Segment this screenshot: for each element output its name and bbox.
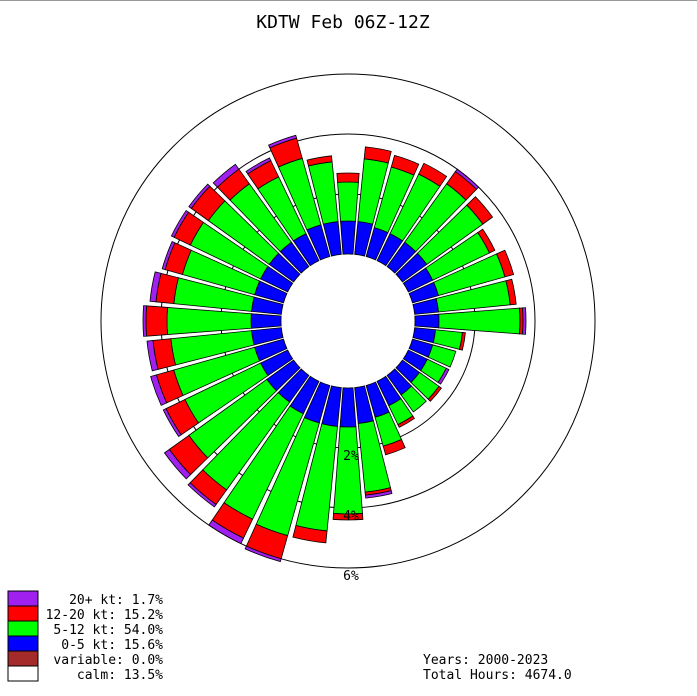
ring-label-6: 6% <box>343 569 359 584</box>
legend-label-5-12: 5-12 kt: 54.0% <box>53 623 163 638</box>
legend-label-20plus: 20+ kt: 1.7% <box>69 593 163 608</box>
legend-swatch-12-20 <box>7 605 39 622</box>
petal-0-12-20-kt <box>336 172 360 183</box>
ring-label-4: 4% <box>343 509 359 524</box>
petal-340-20-kt <box>268 134 298 149</box>
ring-6 <box>100 73 596 569</box>
petal-100-12-20-kt <box>458 331 466 351</box>
petal-270-5-12-kt <box>166 307 252 335</box>
petal-130-12-20-kt <box>427 385 442 402</box>
legend-label-calm: calm: 13.5% <box>77 668 163 683</box>
petal-200-20-kt <box>244 545 282 563</box>
years-label: Years: 2000-2023 <box>423 653 548 668</box>
chart-title: KDTW Feb 06Z-12Z <box>256 12 430 33</box>
petal-30-12-20-kt <box>418 162 448 187</box>
petal-290-20-kt <box>161 241 176 271</box>
petal-150-12-20-kt <box>397 415 416 428</box>
petal-10-12-20-kt <box>363 146 392 164</box>
petal-310-20-kt <box>188 183 211 209</box>
petal-50-12-20-kt <box>466 196 494 225</box>
legend-swatch-calm <box>7 665 39 682</box>
petal-270-20-kt <box>142 305 147 337</box>
petal-270-12-20-kt <box>145 305 168 337</box>
petal-270-0-5-kt <box>250 313 282 329</box>
petal-330-20-kt <box>245 157 272 175</box>
petal-180-5-12-kt <box>333 426 363 515</box>
petal-170-20-kt <box>364 490 393 499</box>
petal-250-20-kt <box>150 374 168 406</box>
legend-label-0-5: 0-5 kt: 15.6% <box>61 638 163 653</box>
legend-swatch-5-12 <box>7 620 39 637</box>
petal-280-20-kt <box>149 271 162 303</box>
direction-petals <box>142 134 527 563</box>
petal-140-5-12-kt <box>400 385 427 413</box>
legend-swatch-20plus <box>7 590 39 607</box>
petal-40-20-kt <box>454 168 480 190</box>
petal-90-5-12-kt <box>438 307 521 335</box>
petal-120-20-kt <box>437 367 450 385</box>
petal-220-20-kt <box>187 482 217 508</box>
total-hours-label: Total Hours: 4674.0 <box>423 668 572 683</box>
petal-160-12-20-kt <box>382 438 406 456</box>
petal-350-12-20-kt <box>306 155 333 167</box>
petal-180-12-20-kt <box>332 513 364 521</box>
petal-0-5-12-kt <box>337 181 359 222</box>
legend: 20+ kt: 1.7% 12-20 kt: 15.2% 5-12 kt: 54… <box>7 590 164 683</box>
legend-swatch-variable <box>7 650 39 667</box>
petal-230-20-kt <box>163 448 192 480</box>
petal-80-12-20-kt <box>505 278 517 306</box>
legend-swatch-0-5 <box>7 635 39 652</box>
legend-label-variable: variable: 0.0% <box>53 653 163 668</box>
ring-label-2: 2% <box>343 449 359 464</box>
petal-210-20-kt <box>208 519 245 545</box>
legend-label-12-20: 12-20 kt: 15.2% <box>46 608 164 623</box>
petal-190-12-20-kt <box>292 524 328 544</box>
petal-240-20-kt <box>162 408 182 438</box>
petal-300-20-kt <box>170 209 190 238</box>
petal-70-12-20-kt <box>496 249 515 278</box>
petal-260-20-kt <box>146 340 159 372</box>
petal-110-5-12-kt <box>427 344 457 368</box>
petal-180-0-5-kt <box>339 387 357 428</box>
petal-90-20-kt <box>522 307 527 335</box>
petal-90-0-5-kt <box>414 313 440 329</box>
petal-0-0-5-kt <box>340 220 356 255</box>
petal-20-12-20-kt <box>390 154 420 176</box>
ring-labels: 2% 4% 6% <box>343 449 359 584</box>
petal-60-12-20-kt <box>477 228 496 254</box>
petal-320-20-kt <box>212 163 240 188</box>
